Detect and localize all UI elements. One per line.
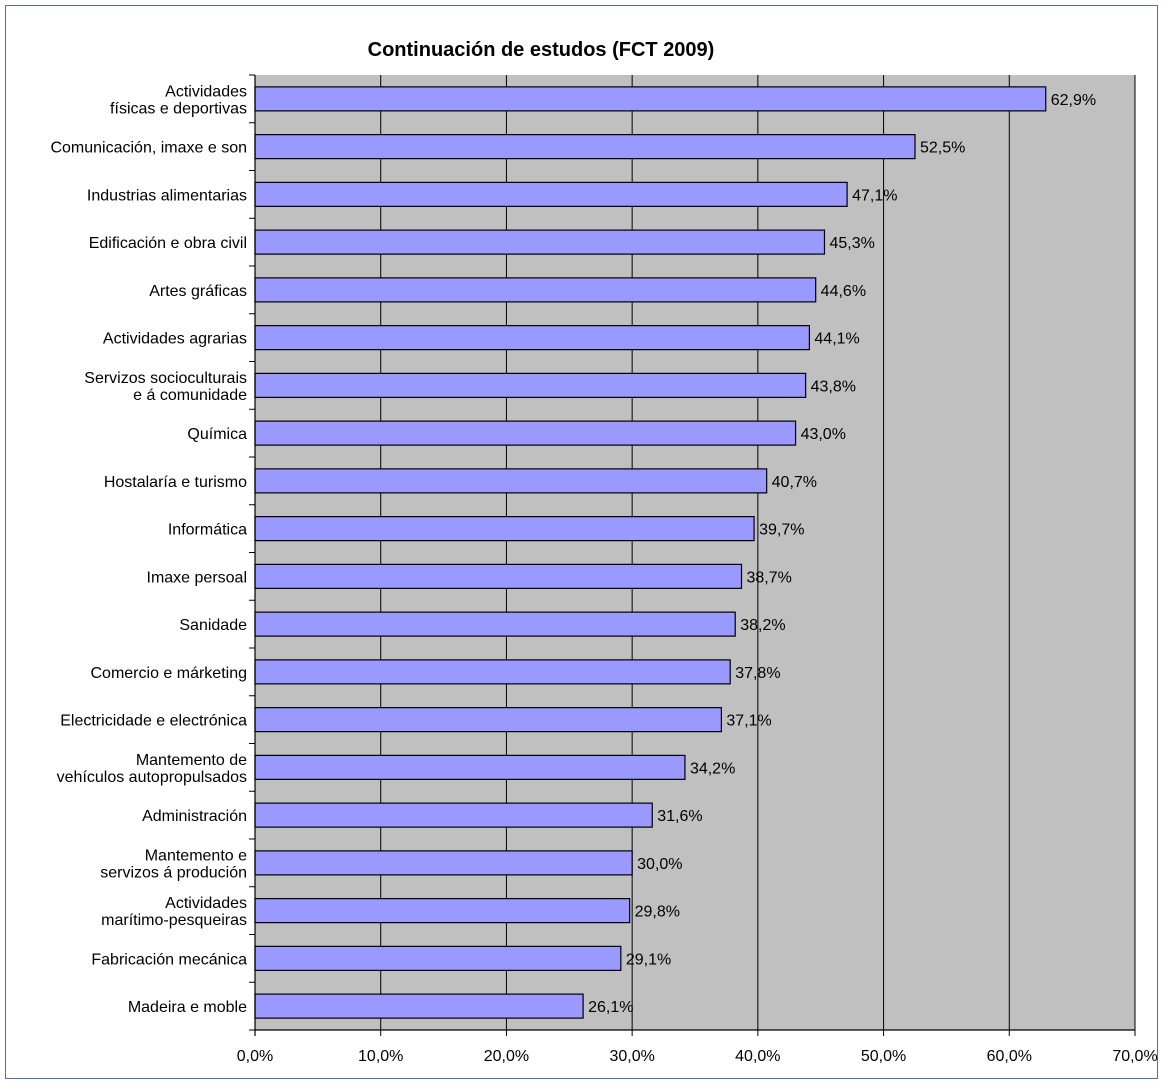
bar-chart: Continuación de estudos (FCT 2009) 62,9%… [50, 39, 1158, 1065]
category-label-1: Comunicación, imaxe e son [50, 140, 247, 157]
bars [254, 86, 1047, 1019]
value-label-5: 44,1% [814, 331, 859, 348]
bar-6 [254, 372, 807, 398]
category-label-5: Actividades agrarias [103, 331, 247, 348]
bar-2 [254, 181, 848, 207]
bar-17 [254, 898, 631, 924]
value-label-3: 45,3% [829, 235, 874, 252]
x-tick-label-0: 0,0% [237, 1048, 273, 1065]
x-tick-label-6: 60,0% [987, 1048, 1032, 1065]
category-label-16: Mantemento e servizos á produción [100, 847, 247, 881]
chart-title: Continuación de estudos (FCT 2009) [368, 39, 715, 61]
value-label-12: 37,8% [735, 665, 780, 682]
category-label-10: Imaxe persoal [147, 569, 248, 586]
category-label-14: Mantemento de vehículos autopropulsados [57, 752, 247, 786]
bar-0 [254, 86, 1047, 112]
category-label-19: Madeira e moble [128, 999, 247, 1016]
category-label-4: Artes gráficas [149, 283, 247, 300]
value-label-14: 34,2% [690, 760, 735, 777]
value-label-17: 29,8% [635, 904, 680, 921]
category-label-6: Servizos socioculturais e á comunidade [84, 370, 247, 404]
bar-10 [254, 563, 743, 589]
value-label-10: 38,7% [747, 569, 792, 586]
category-label-0: Actividades físicas e deportivas [110, 83, 247, 117]
x-tick-label-3: 30,0% [609, 1048, 654, 1065]
bar-18 [254, 945, 622, 971]
value-label-7: 43,0% [801, 426, 846, 443]
category-label-2: Industrias alimentarias [87, 187, 247, 204]
value-label-8: 40,7% [772, 474, 817, 491]
value-label-11: 38,2% [740, 617, 785, 634]
value-label-15: 31,6% [657, 808, 702, 825]
value-labels: 62,9% 52,5% 47,1% 45,3% 44,6% 44,1% 43,8% 43,0%… [588, 92, 1096, 1016]
value-label-1: 52,5% [920, 140, 965, 157]
value-label-9: 39,7% [759, 522, 804, 539]
plot-area [255, 75, 1135, 1030]
bar-15 [254, 802, 653, 828]
bar-14 [254, 754, 686, 780]
category-label-13: Electricidade e electrónica [60, 713, 247, 730]
bar-16 [254, 850, 633, 876]
category-label-15: Administración [142, 808, 247, 825]
bar-12 [254, 659, 731, 685]
category-label-11: Sanidade [179, 617, 247, 634]
category-label-3: Edificación e obra civil [89, 235, 247, 252]
x-tick-label-7: 70,0% [1112, 1048, 1157, 1065]
bar-7 [254, 420, 797, 446]
category-label-9: Informática [168, 522, 247, 539]
x-tick-label-2: 20,0% [484, 1048, 529, 1065]
bar-4 [254, 277, 817, 303]
category-label-7: Química [187, 426, 247, 443]
bar-19 [254, 993, 584, 1019]
category-label-12: Comercio e márketing [91, 665, 248, 682]
x-tick-label-5: 50,0% [861, 1048, 906, 1065]
category-label-17: Actividades marítimo-pesqueiras [101, 895, 247, 929]
value-label-16: 30,0% [637, 856, 682, 873]
value-label-0: 62,9% [1051, 92, 1096, 109]
value-label-6: 43,8% [811, 378, 856, 395]
bar-8 [254, 468, 768, 494]
x-tick-label-4: 40,0% [735, 1048, 780, 1065]
bar-3 [254, 229, 826, 255]
value-label-13: 37,1% [726, 713, 771, 730]
category-label-8: Hostalaría e turismo [104, 474, 247, 491]
bar-11 [254, 611, 736, 637]
x-axis-ticks: 0,0% 10,0% 20,0% 30,0% 40,0% 50,0% 60,0% 70,0% [237, 1030, 1158, 1065]
bar-13 [254, 707, 722, 733]
value-label-19: 26,1% [588, 999, 633, 1016]
bar-5 [254, 325, 811, 351]
category-labels: Actividades físicas e deportivas Comunicac… [50, 83, 247, 1016]
bar-1 [254, 134, 916, 160]
value-label-18: 29,1% [626, 951, 671, 968]
axes [249, 74, 1135, 1036]
value-label-4: 44,6% [821, 283, 866, 300]
value-label-2: 47,1% [852, 187, 897, 204]
bar-9 [254, 516, 755, 542]
chart-frame: Continuación de estudos (FCT 2009) 62,9%… [5, 5, 1158, 1079]
category-label-18: Fabricación mecánica [91, 951, 247, 968]
x-tick-label-1: 10,0% [358, 1048, 403, 1065]
